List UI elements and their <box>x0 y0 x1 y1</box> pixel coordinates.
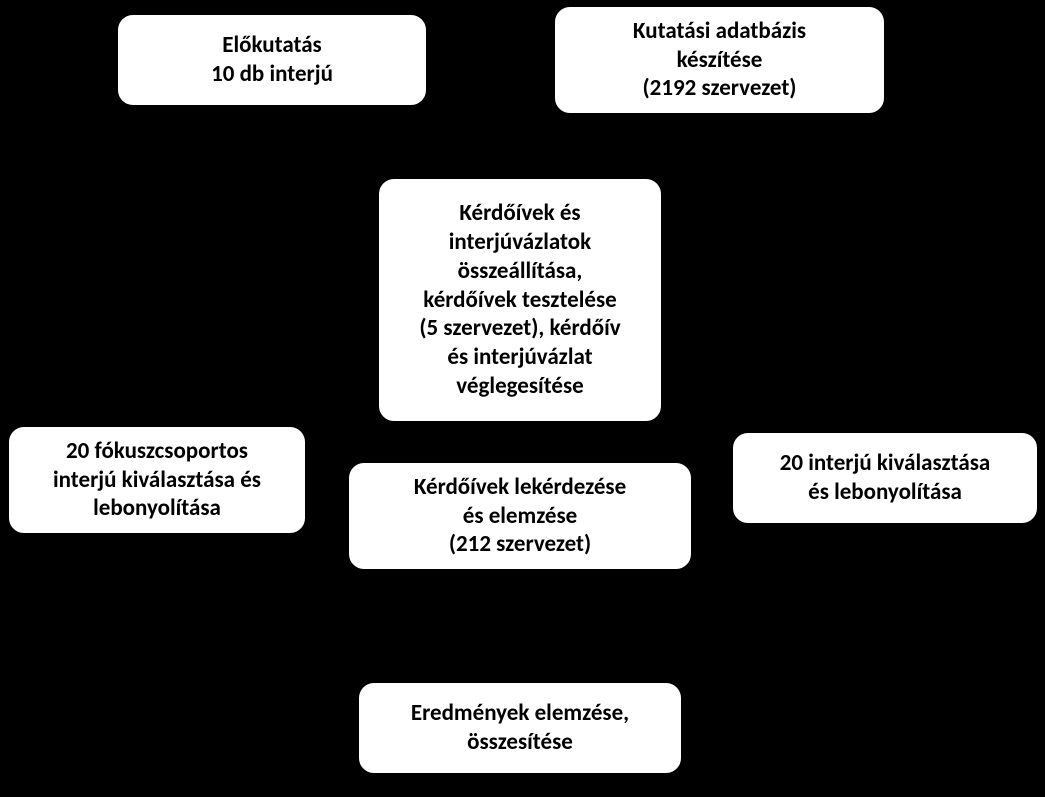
node-interju20: 20 interjú kiválasztása és lebonyolítása <box>730 430 1040 526</box>
edge-elokutatas-to-kerdoivek <box>272 108 415 176</box>
node-elokutatas: Előkutatás 10 db interjú <box>115 12 429 108</box>
node-fokusz: 20 fókuszcsoportos interjú kiválasztása … <box>6 424 308 536</box>
node-lekerdezes: Kérdőívek lekérdezése és elemzése (212 s… <box>346 460 694 572</box>
node-label: 20 interjú kiválasztása és lebonyolítása <box>780 449 991 507</box>
node-label: Előkutatás 10 db interjú <box>211 31 333 89</box>
node-kerdoivek: Kérdőívek és interjúvázlatok összeállítá… <box>376 176 664 424</box>
edge-fokusz-to-eredmenyek <box>160 536 356 728</box>
edge-kerdoivek-to-fokusz <box>160 300 376 424</box>
node-label: Kérdőívek lekérdezése és elemzése (212 s… <box>414 473 626 559</box>
edge-adatbazis-to-kerdoivek <box>620 116 720 176</box>
flowchart-canvas: Előkutatás 10 db interjú Kutatási adatbáz… <box>0 0 1045 797</box>
node-label: Eredmények elemzése, összesítése <box>411 699 629 757</box>
node-adatbazis: Kutatási adatbázis készítése (2192 szerv… <box>552 4 887 116</box>
node-label: Kérdőívek és interjúvázlatok összeállítá… <box>419 199 620 400</box>
node-eredmenyek: Eredmények elemzése, összesítése <box>356 680 684 776</box>
node-label: 20 fókuszcsoportos interjú kiválasztása … <box>53 437 261 523</box>
edge-kerdoivek-to-interju20 <box>664 300 885 430</box>
node-label: Kutatási adatbázis készítése (2192 szerv… <box>633 17 806 103</box>
edge-interju20-to-eredmenyek <box>684 526 885 728</box>
